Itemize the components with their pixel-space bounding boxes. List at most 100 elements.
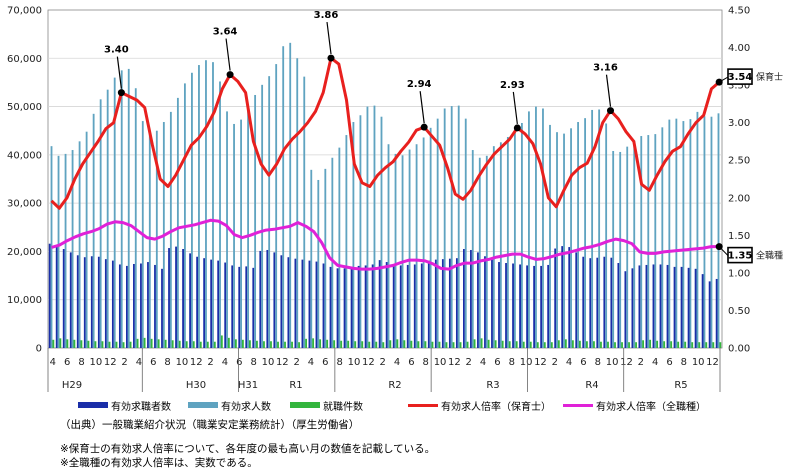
bar — [403, 340, 406, 348]
bar — [203, 258, 206, 348]
bar — [154, 264, 156, 348]
bar — [536, 342, 539, 348]
bar — [663, 341, 666, 348]
bar — [315, 261, 318, 348]
footnote-1: ※保育士の有効求人倍率について、各年度の最も高い月の数値を記載している。 — [60, 443, 436, 455]
legend-line — [563, 403, 593, 407]
x-tick-label: 10 — [692, 357, 705, 368]
y-right-tick-label: 2.00 — [728, 193, 750, 204]
bar — [459, 342, 462, 348]
bar — [122, 342, 125, 348]
bar — [420, 263, 423, 348]
bar — [312, 338, 315, 348]
bar — [284, 341, 286, 348]
bar — [359, 115, 362, 349]
bar — [582, 256, 585, 348]
x-tick-label: 2 — [121, 357, 127, 368]
bar — [338, 147, 341, 348]
bar — [101, 341, 104, 348]
bar — [206, 341, 209, 348]
bar — [59, 338, 62, 348]
peak-label: 3.86 — [314, 10, 339, 21]
bar — [487, 339, 490, 348]
year-labels: H29 H30 H31 R1 R2 R3 R4 R5 — [62, 380, 688, 391]
legend-swatch — [290, 402, 320, 408]
x-tick-label: 2 — [552, 357, 558, 368]
bar — [113, 77, 116, 348]
bar — [62, 249, 65, 348]
bar — [675, 118, 678, 349]
bar — [254, 94, 257, 349]
bar — [455, 258, 458, 348]
bar — [55, 245, 58, 348]
bar — [640, 136, 643, 348]
bar — [513, 127, 516, 349]
bar — [183, 83, 186, 348]
bar — [296, 58, 299, 349]
line-series — [50, 56, 721, 271]
bar — [533, 265, 536, 348]
end-series-label: 保育士 — [756, 71, 783, 83]
legend-label: 有効求人倍率（全職種） — [596, 401, 706, 413]
bar — [118, 264, 121, 348]
bar — [570, 128, 572, 348]
x-tick-label: 4 — [50, 357, 56, 368]
bar — [80, 340, 83, 348]
bar — [64, 153, 67, 348]
x-tick-label: 12 — [190, 357, 203, 368]
bar — [438, 341, 441, 348]
x-tick-label: 12 — [362, 357, 375, 368]
bar — [178, 340, 181, 348]
bar — [673, 266, 676, 348]
x-tick-label: 2 — [638, 357, 644, 368]
x-tick-label: 4 — [394, 357, 400, 368]
year-label: H31 — [238, 380, 258, 391]
bar — [406, 264, 409, 348]
bar — [491, 259, 493, 348]
bar — [120, 70, 123, 348]
bar — [319, 339, 322, 348]
bar — [275, 64, 278, 348]
bar — [415, 144, 418, 348]
bar — [719, 342, 722, 348]
peak-label: 3.16 — [593, 63, 618, 74]
bar — [413, 264, 416, 348]
y-right-tick-label: 0.00 — [728, 344, 750, 355]
y-right-tick-label: 2.50 — [728, 156, 750, 167]
bar — [584, 118, 587, 348]
bar — [73, 339, 76, 348]
bar — [52, 339, 55, 348]
bar — [364, 265, 367, 348]
legend-swatch — [188, 402, 218, 408]
bar — [578, 340, 581, 348]
bar — [598, 109, 601, 349]
bar — [687, 267, 690, 348]
series-line — [50, 56, 721, 210]
bar — [198, 65, 200, 348]
bar — [705, 342, 708, 348]
bar — [443, 108, 446, 348]
bar — [485, 155, 488, 348]
bar — [464, 118, 467, 349]
bar — [66, 339, 69, 348]
bar — [57, 155, 60, 348]
peak-marker — [327, 54, 335, 62]
bar — [71, 150, 74, 348]
bar — [294, 258, 297, 348]
bar — [680, 266, 683, 348]
bar — [115, 341, 118, 348]
x-tick-label: 12 — [534, 357, 547, 368]
bar — [471, 150, 474, 348]
bar — [164, 339, 167, 348]
bar — [445, 342, 448, 348]
x-tick-label: 8 — [78, 357, 84, 368]
bar — [111, 260, 114, 348]
bar — [375, 341, 378, 348]
bar — [129, 341, 132, 348]
bar — [347, 340, 350, 348]
bar — [392, 263, 395, 348]
bar — [666, 264, 669, 348]
year-label: H30 — [186, 380, 206, 391]
bar — [249, 340, 251, 348]
bar — [712, 342, 715, 348]
